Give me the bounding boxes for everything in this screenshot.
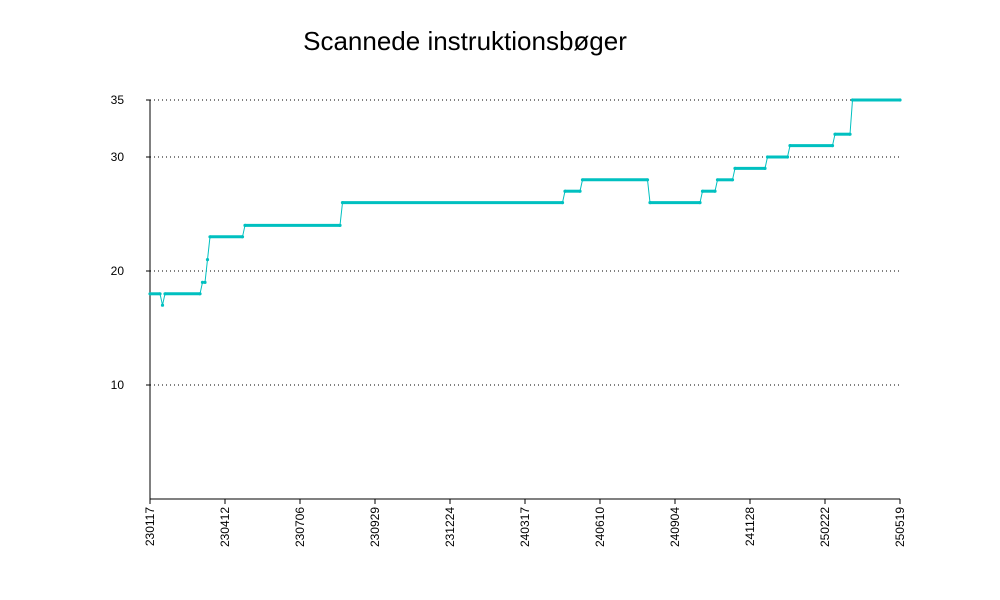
data-point — [163, 292, 167, 296]
data-point — [830, 144, 835, 148]
data-point — [580, 178, 585, 182]
data-point — [698, 201, 702, 205]
data-point — [203, 280, 207, 284]
data-point — [733, 166, 737, 170]
data-point — [648, 201, 652, 205]
series-group — [148, 98, 902, 307]
data-point — [788, 144, 792, 148]
data-point — [833, 132, 837, 136]
data-point — [763, 166, 767, 170]
x-tick-label: 241128 — [743, 507, 757, 546]
x-tick-label: 231224 — [443, 507, 457, 547]
data-point — [848, 132, 852, 136]
x-tick-label: 240610 — [593, 507, 607, 547]
data-point — [898, 98, 902, 102]
chart-title: Scannede instruktionsbøger — [303, 26, 627, 56]
axes — [146, 99, 901, 504]
data-point — [240, 235, 245, 239]
y-tick-label: 10 — [111, 378, 125, 392]
data-point — [198, 292, 202, 296]
data-point — [578, 189, 582, 193]
x-tick-label: 250222 — [818, 507, 832, 547]
data-point — [850, 98, 855, 102]
y-tick-labels: 10 20 30 35 — [111, 93, 125, 392]
x-tick-label: 230412 — [218, 507, 232, 547]
data-point — [645, 178, 650, 182]
x-tick-label: 230929 — [368, 507, 382, 547]
data-point — [560, 201, 565, 205]
x-tick-label: 230117 — [143, 507, 157, 546]
data-point — [765, 155, 770, 159]
y-tick-label: 35 — [111, 93, 125, 107]
y-tick-label: 20 — [111, 264, 125, 278]
data-point — [148, 292, 152, 296]
data-point — [785, 155, 790, 159]
data-point — [338, 223, 342, 227]
gridlines — [150, 99, 900, 386]
x-tick-label: 240904 — [668, 507, 682, 547]
data-point — [700, 189, 705, 193]
x-tick-label: 240317 — [518, 507, 532, 547]
data-point — [205, 258, 210, 262]
y-tick-label: 30 — [111, 150, 125, 164]
data-point — [563, 189, 567, 193]
x-tick-label: 230706 — [293, 507, 307, 547]
data-point — [713, 189, 717, 193]
x-tick-labels: 230117 230412 230706 230929 231224 240317 2406… — [143, 507, 907, 547]
x-tick-label: 250519 — [893, 507, 907, 547]
data-point — [208, 235, 212, 239]
data-point — [243, 223, 247, 227]
data-point — [158, 292, 162, 296]
data-point — [340, 201, 345, 205]
data-point — [200, 280, 205, 284]
data-point — [715, 178, 720, 182]
data-point — [160, 303, 165, 307]
data-point — [730, 178, 735, 182]
